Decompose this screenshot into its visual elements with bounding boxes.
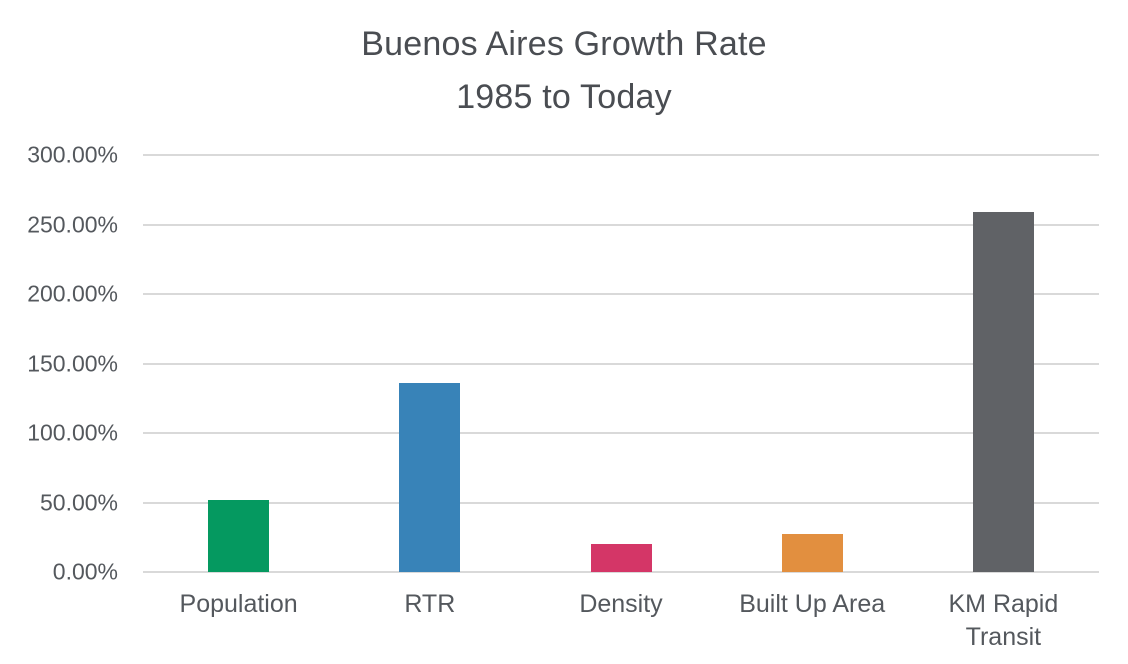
gridline (143, 501, 1099, 504)
y-tick-label: 0.00% (52, 558, 118, 585)
gridline (143, 154, 1099, 156)
chart-title: Buenos Aires Growth Rate 1985 to Today (0, 18, 1128, 124)
gridline (143, 362, 1099, 365)
y-tick-label: 150.00% (27, 350, 118, 376)
y-tick-label: 200.00% (27, 280, 118, 307)
plot-area (143, 154, 1099, 573)
y-tick-label: 300.00% (27, 141, 118, 168)
x-tick-label: Built Up Area (739, 590, 886, 618)
chart-title-line2: 1985 to Today (456, 78, 672, 116)
x-tick-label: KM Rapid Transit (948, 590, 1059, 651)
y-tick-label: 250.00% (27, 211, 118, 237)
bar-density (590, 544, 652, 572)
x-tick-label: RTR (404, 590, 456, 618)
y-tick-label: 50.00% (39, 489, 118, 515)
x-tick-label: Population (179, 590, 298, 618)
bar-km-rapid-transit (972, 212, 1034, 572)
x-tick-label: Density (579, 590, 663, 618)
y-tick-label: 100.00% (27, 419, 118, 446)
gridline (143, 571, 1099, 573)
gridline (143, 432, 1099, 434)
bar-built-up-area (781, 534, 843, 572)
gridline (143, 293, 1099, 295)
bar-rtr (399, 382, 461, 572)
chart-title-line1: Buenos Aires Growth Rate (361, 25, 767, 63)
gridline (143, 223, 1099, 226)
bar-population (208, 499, 270, 572)
